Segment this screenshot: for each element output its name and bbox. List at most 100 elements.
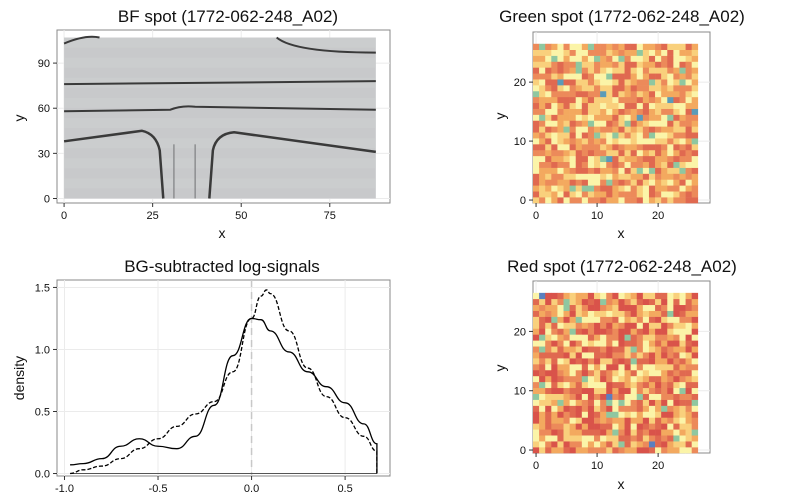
heatmap-cell <box>661 126 668 133</box>
heatmap-cell <box>624 173 631 180</box>
heatmap-cell <box>661 96 668 104</box>
heatmap-cell <box>563 352 570 359</box>
heatmap-cell <box>673 173 680 180</box>
heatmap-cell <box>581 316 589 323</box>
heatmap-cell <box>569 197 577 204</box>
heatmap-cell <box>551 387 558 394</box>
heatmap-cell <box>667 61 674 68</box>
heatmap-cell <box>539 435 546 442</box>
heatmap-cell <box>551 185 558 192</box>
heatmap-cell <box>545 191 552 198</box>
heatmap-cell <box>648 441 656 448</box>
heatmap-cell <box>545 49 552 56</box>
heatmap-cell <box>679 369 686 377</box>
heatmap-cells <box>533 43 699 204</box>
heatmap-cell <box>679 126 686 133</box>
heatmap-cell <box>661 49 668 56</box>
heatmap-cell <box>594 61 601 68</box>
heatmap-cell <box>545 298 552 306</box>
heatmap-cell <box>636 161 644 168</box>
heatmap-cell <box>685 161 692 168</box>
x-tick-label: 10 <box>591 460 603 472</box>
heatmap-cell <box>606 108 613 115</box>
heatmap-cell <box>581 358 589 365</box>
heatmap-cell <box>636 108 644 115</box>
heatmap-cell <box>575 49 583 56</box>
heatmap-cell <box>545 358 552 365</box>
heatmap-cell <box>557 108 564 115</box>
heatmap-cell <box>600 155 607 163</box>
heatmap-cell <box>594 346 601 353</box>
heatmap-cell <box>600 73 607 80</box>
heatmap-cell <box>594 304 601 311</box>
heatmap-cell <box>563 126 570 133</box>
heatmap-cell <box>575 328 583 335</box>
heatmap-cell <box>642 340 650 347</box>
heatmap-cell <box>551 61 558 68</box>
heatmap-cell <box>618 447 625 454</box>
heatmap-cell <box>587 358 595 365</box>
heatmap-cell <box>539 364 546 371</box>
heatmap-cell <box>679 108 686 115</box>
heatmap-cell <box>691 328 699 335</box>
heatmap-cell <box>575 399 583 406</box>
heatmap-cell <box>655 61 662 68</box>
heatmap-cell <box>655 405 662 412</box>
heatmap-cell <box>642 149 650 157</box>
heatmap-cell <box>667 298 674 306</box>
x-tick-label: 75 <box>324 210 336 222</box>
heatmap-cell <box>575 364 583 371</box>
heatmap-cell <box>612 352 619 359</box>
heatmap-cell <box>685 90 692 98</box>
heatmap-cell <box>533 79 540 86</box>
heatmap-cell <box>575 144 583 151</box>
heatmap-cell <box>533 334 540 341</box>
heatmap-cell <box>539 173 546 180</box>
heatmap-cell <box>655 73 662 80</box>
heatmap-cell <box>667 328 674 335</box>
y-tick-label: 20 <box>514 77 526 89</box>
heatmap-cell <box>569 369 577 377</box>
heatmap-cell <box>673 346 680 353</box>
heatmap-cell <box>642 161 650 168</box>
heatmap-cell <box>618 435 625 442</box>
heatmap-cell <box>691 173 699 180</box>
heatmap-cell <box>618 161 625 168</box>
heatmap-cell <box>575 304 583 311</box>
heatmap-cell <box>612 316 619 323</box>
heatmap-cell <box>600 417 607 424</box>
heatmap-cell <box>667 381 674 389</box>
heatmap-cell <box>618 316 625 323</box>
heatmap-cell <box>691 304 699 311</box>
heatmap-cell <box>661 61 668 68</box>
heatmap-cell <box>612 375 619 383</box>
heatmap-cell <box>569 167 577 174</box>
heatmap-cell <box>691 423 699 430</box>
heatmap-cell <box>667 108 674 115</box>
heatmap-cell <box>636 144 644 151</box>
heatmap-cell <box>636 346 644 353</box>
heatmap-cells <box>533 292 699 454</box>
heatmap-cell <box>533 138 540 145</box>
heatmap-cell <box>667 79 674 86</box>
heatmap-cell <box>636 334 644 341</box>
heatmap-cell <box>594 322 601 329</box>
heatmap-cell <box>606 114 613 121</box>
heatmap-cell <box>581 441 589 448</box>
heatmap-cell <box>636 369 644 377</box>
heatmap-cell <box>642 411 650 418</box>
heatmap-cell <box>600 67 607 74</box>
heatmap-cell <box>581 435 589 442</box>
heatmap-cell <box>600 364 607 371</box>
heatmap-cell <box>655 358 662 365</box>
heatmap-cell <box>691 447 699 454</box>
heatmap-cell <box>569 85 577 92</box>
heatmap-cell <box>600 316 607 323</box>
heatmap-cell <box>618 79 625 86</box>
heatmap-cell <box>581 161 589 168</box>
heatmap-cell <box>636 96 644 104</box>
heatmap-cell <box>569 191 577 198</box>
heatmap-cell <box>557 334 564 341</box>
heatmap-cell <box>691 108 699 115</box>
heatmap-cell <box>575 393 583 400</box>
